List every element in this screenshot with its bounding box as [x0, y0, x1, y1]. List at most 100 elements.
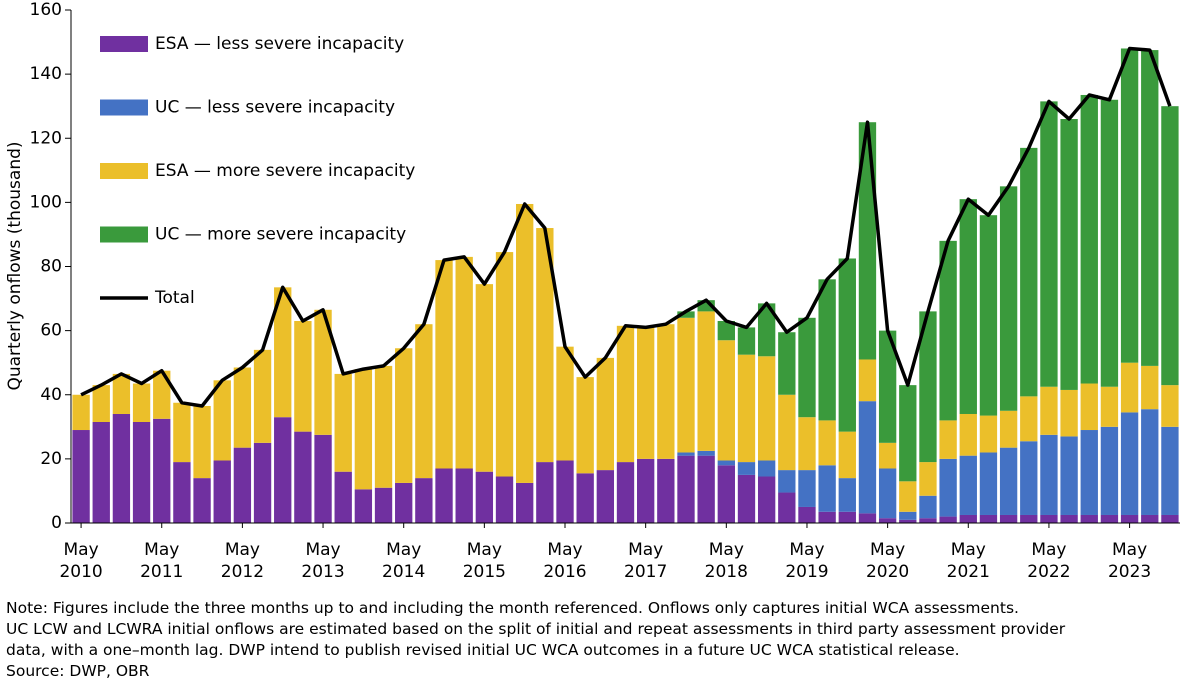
bar-segment [979, 415, 998, 453]
bar-segment [838, 478, 856, 512]
bar-segment [737, 474, 756, 523]
bar-segment [92, 422, 110, 523]
bar-segment [979, 514, 998, 523]
x-tick-label: May 2015 [462, 540, 506, 582]
note-line: Note: Figures include the three months u… [6, 599, 1019, 617]
y-tick-label: 140 [30, 64, 62, 84]
bar-segment [455, 468, 473, 523]
y-tick-label: 20 [40, 449, 62, 469]
bar-segment [132, 383, 151, 423]
y-tick-label: 60 [40, 321, 62, 341]
bar-segment [899, 385, 917, 482]
bar-segment [536, 462, 554, 523]
bar-segment [919, 462, 937, 496]
bar-segment [677, 455, 695, 523]
x-tick-label: May 2014 [382, 540, 426, 582]
bar-segment [334, 471, 352, 523]
bar-segment [697, 450, 715, 456]
note-line: UC LCW and LCWRA initial onflows are est… [6, 620, 1066, 638]
bar-segment [374, 365, 393, 488]
bar-segment [1100, 514, 1119, 523]
bar-segment [959, 514, 977, 523]
bar-segment [1141, 50, 1159, 366]
bar-segment [455, 256, 473, 469]
bar-segment [1161, 514, 1179, 523]
bar-segment [939, 240, 957, 421]
bar-segment [314, 309, 332, 435]
x-tick-label: May 2021 [946, 540, 990, 582]
legend-swatch [100, 99, 148, 116]
x-tick-label: May 2010 [59, 540, 103, 582]
bar-segment [435, 260, 453, 469]
bar-segment [1141, 365, 1159, 410]
bar-segment [979, 452, 998, 515]
chart: Quarterly onflows (thousand) 0 20 40 60 80 10… [5, 0, 1180, 533]
bar-segment [1040, 514, 1058, 523]
bar-segment [72, 430, 90, 523]
bar-segment [878, 442, 897, 469]
bar-segment [72, 394, 90, 431]
bar-segment [395, 482, 413, 523]
bar-segment [838, 431, 856, 479]
bar-segment [314, 434, 332, 523]
legend-label: UC — more severe incapacity [155, 225, 406, 245]
bar-segment [112, 413, 131, 523]
bar-segment [1120, 48, 1139, 363]
bar-segment [153, 370, 171, 419]
bar-segment [1080, 383, 1098, 431]
legend-label: ESA — more severe incapacity [155, 161, 415, 181]
y-tick-label: 0 [51, 513, 62, 533]
bar-segment [193, 405, 211, 479]
bar-segment [838, 511, 856, 523]
y-tick-label: 40 [40, 385, 62, 405]
bar-segment [1020, 441, 1038, 515]
bar-segment [757, 476, 776, 523]
bar-segment [556, 346, 574, 461]
note-line: data, with a one–month lag. DWP intend t… [6, 641, 960, 659]
bar-segment [475, 284, 494, 472]
bar-segment [798, 470, 816, 507]
bar-segment [858, 401, 877, 514]
bar-segment [173, 462, 191, 523]
bar-segment [112, 373, 131, 414]
bar-segment [697, 455, 715, 523]
bar-segment [1100, 99, 1119, 387]
y-axis-label: Quarterly onflows (thousand) [5, 141, 25, 390]
bar-segment [1040, 434, 1058, 515]
bar-segment [757, 303, 776, 357]
bar-segment [798, 506, 816, 523]
bar-segment [677, 317, 695, 453]
bar-segment [717, 340, 735, 461]
bar-segment [959, 413, 977, 456]
bar-segment [616, 462, 635, 523]
y-tick-label: 80 [40, 257, 62, 277]
x-tick-label: May 2013 [301, 540, 345, 582]
bar-segment [999, 514, 1018, 523]
bar-segment [798, 317, 816, 418]
legend-label: UC — less severe incapacity [155, 98, 395, 118]
note-line: Source: DWP, OBR [6, 662, 150, 680]
bar-segment [899, 481, 917, 512]
bar-segment [294, 321, 312, 432]
bar-segment [717, 465, 735, 523]
legend-label: ESA — less severe incapacity [155, 34, 404, 54]
bar-segment [959, 199, 977, 414]
bar-segment [516, 203, 534, 483]
bar-segment [1161, 385, 1179, 427]
bar-segment [939, 420, 957, 459]
bar-segment [778, 394, 796, 471]
x-tick-label: May 2016 [543, 540, 587, 582]
notes: Note: Figures include the three months u… [6, 598, 1065, 682]
legend-label: Total [154, 288, 195, 308]
legend-swatch [100, 163, 148, 179]
bar-segment [596, 357, 615, 471]
bar-segment [919, 495, 937, 519]
x-tick-label: May 2019 [785, 540, 829, 582]
bar-segment [576, 473, 594, 523]
bar-segment [1060, 119, 1078, 390]
bar-segment [899, 511, 917, 520]
bar-segment [556, 460, 574, 523]
bar-segment [737, 462, 756, 475]
bar-segment [213, 460, 231, 523]
